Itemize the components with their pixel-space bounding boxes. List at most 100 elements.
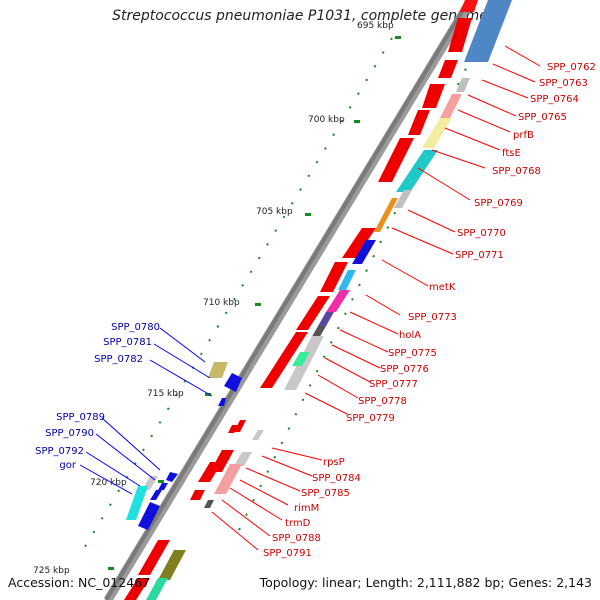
label-SPP_0779[interactable]: SPP_0779 (346, 413, 395, 424)
gene-prfB[interactable] (378, 138, 414, 182)
feature-bar-yellow[interactable] (422, 118, 452, 148)
label-SPP_0791[interactable]: SPP_0791 (263, 548, 312, 559)
feature-bar-blue-2[interactable] (352, 240, 376, 264)
gene-0789[interactable] (166, 472, 178, 482)
feature-bar-pink-2[interactable] (214, 464, 242, 494)
label-SPP_0776[interactable]: SPP_0776 (380, 364, 429, 375)
leader-0784 (261, 455, 313, 477)
label-SPP_0784[interactable]: SPP_0784 (312, 473, 361, 484)
feature-bar-grey-3[interactable] (284, 336, 324, 390)
gene-0791[interactable] (190, 490, 205, 500)
label-SPP_0789[interactable]: SPP_0789 (56, 412, 105, 423)
label-SPP_0782[interactable]: SPP_0782 (94, 354, 143, 365)
label-SPP_0765[interactable]: SPP_0765 (518, 112, 567, 123)
tick-marks (108, 36, 401, 570)
gene-trmD[interactable] (198, 462, 222, 482)
feature-bar-grey-2[interactable] (394, 190, 412, 208)
label-SPP_0788[interactable]: SPP_0788 (272, 533, 321, 544)
gene-0764[interactable] (422, 84, 445, 108)
label-SPP_0769[interactable]: SPP_0769 (474, 198, 523, 209)
feature-bar-lightblue[interactable] (338, 270, 356, 290)
label-rimM[interactable]: rimM (294, 503, 319, 514)
genome-backbone (104, 3, 468, 600)
leader-0771 (391, 227, 454, 255)
forward-genes (124, 0, 478, 600)
feature-bar-olive[interactable] (158, 550, 186, 580)
tick-mark-710 (255, 303, 261, 306)
leader-0768 (431, 149, 486, 169)
feature-bar-purple[interactable] (318, 312, 334, 326)
leader-0782 (149, 359, 213, 397)
label-SPP_0777[interactable]: SPP_0777 (369, 379, 418, 390)
label-SPP_0785[interactable]: SPP_0785 (301, 488, 350, 499)
gene-gor-arrow[interactable] (150, 490, 162, 500)
label-holA[interactable]: holA (399, 330, 421, 341)
label-SPP_0768[interactable]: SPP_0768 (492, 166, 541, 177)
tick-label-700: 700 kbp (308, 115, 345, 125)
feature-bar-grey-1[interactable] (456, 78, 470, 92)
feature-bar-green[interactable] (292, 352, 310, 366)
label-gor[interactable]: gor (59, 460, 76, 471)
label-rpsP[interactable]: rpsP (323, 457, 345, 468)
leader-0763 (492, 63, 536, 83)
label-metK[interactable]: metK (429, 282, 456, 293)
gene-0763[interactable] (438, 60, 458, 78)
label-SPP_0763[interactable]: SPP_0763 (539, 78, 588, 89)
gene-0793[interactable] (138, 540, 170, 575)
feature-bars (146, 0, 512, 600)
feature-bar-pink[interactable] (440, 94, 462, 118)
gene-0773[interactable] (296, 296, 330, 330)
label-SPP_0778[interactable]: SPP_0778 (358, 396, 407, 407)
feature-bar-blue[interactable] (464, 0, 512, 62)
label-SPP_0770[interactable]: SPP_0770 (457, 228, 506, 239)
tick-mark-700 (354, 120, 360, 123)
gene-holA[interactable] (260, 332, 308, 388)
gene-0782[interactable] (218, 398, 226, 406)
leader-ftsE (444, 127, 501, 151)
label-ftsE[interactable]: ftsE (502, 148, 521, 159)
leader-trmD (229, 487, 283, 521)
gene-0771[interactable] (342, 228, 376, 258)
tick-label-705: 705 kbp (256, 207, 293, 217)
feature-bar-teal[interactable] (146, 578, 168, 600)
leader-0776 (331, 344, 381, 369)
gene-0784[interactable] (228, 425, 238, 433)
gene-0790[interactable] (158, 483, 168, 490)
gene-metK[interactable] (320, 262, 348, 292)
feature-bar-grey-5[interactable] (234, 452, 252, 466)
feature-bar-magenta[interactable] (326, 290, 350, 312)
tick-mark-695 (395, 36, 401, 39)
label-SPP_0790[interactable]: SPP_0790 (45, 428, 94, 439)
label-SPP_0781[interactable]: SPP_0781 (103, 337, 152, 348)
label-SPP_0771[interactable]: SPP_0771 (455, 250, 504, 261)
gene-rpsP[interactable] (234, 420, 246, 432)
reverse-genes (126, 362, 242, 530)
label-prfB[interactable]: prfB (513, 130, 534, 141)
leader-0781 (153, 343, 211, 379)
feature-bar-grey-4[interactable] (252, 430, 264, 440)
gene-0792[interactable] (138, 502, 160, 530)
leader-0777 (324, 357, 371, 383)
gene-0762[interactable] (448, 18, 472, 52)
gene-0780-bar[interactable] (208, 362, 228, 378)
label-trmD[interactable]: trmD (285, 518, 311, 529)
label-SPP_0775[interactable]: SPP_0775 (388, 348, 437, 359)
leader-0769 (417, 167, 471, 201)
left-gene-labels: SPP_0780 SPP_0781 SPP_0782 SPP_0789 SPP_… (35, 322, 160, 471)
feature-bar-cyan-1[interactable] (396, 150, 438, 192)
feature-bar-orange[interactable] (374, 198, 398, 232)
gene-gor-bar[interactable] (126, 486, 148, 520)
gene-0794[interactable] (124, 578, 150, 600)
tick-label-725: 725 kbp (33, 566, 70, 576)
label-SPP_0762[interactable]: SPP_0762 (547, 62, 596, 73)
label-SPP_0780[interactable]: SPP_0780 (111, 322, 160, 333)
label-SPP_0773[interactable]: SPP_0773 (408, 312, 457, 323)
feature-bar-darkgrey-2[interactable] (204, 500, 214, 508)
tick-mark-720 (158, 480, 164, 483)
gene-0781[interactable] (224, 373, 242, 392)
label-SPP_0764[interactable]: SPP_0764 (530, 94, 579, 105)
gene-0761[interactable] (460, 0, 478, 12)
gene-0765[interactable] (408, 110, 430, 135)
label-SPP_0792[interactable]: SPP_0792 (35, 446, 84, 457)
